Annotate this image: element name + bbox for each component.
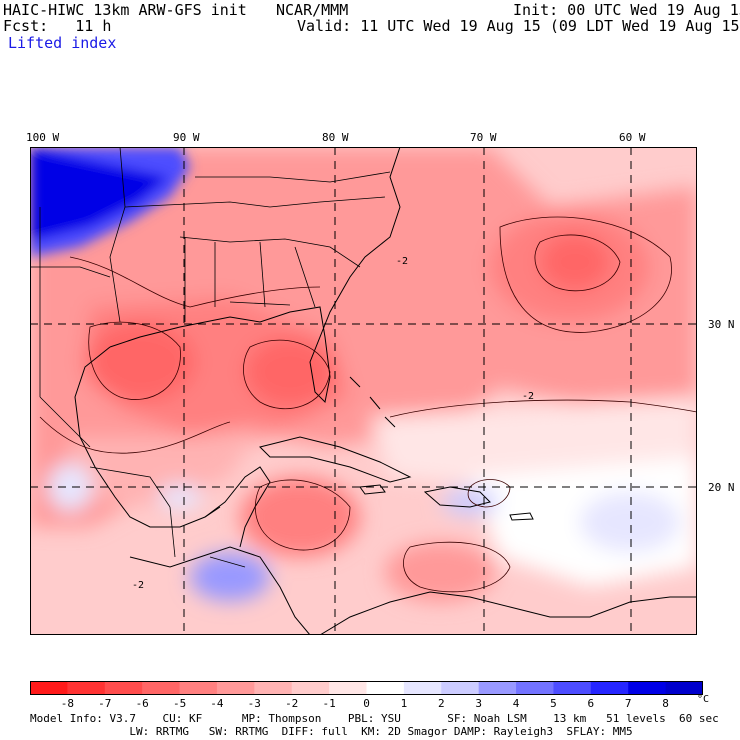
field-name: Lifted index — [8, 34, 117, 52]
colorbar-tick-label: 7 — [624, 697, 632, 710]
colorbar-swatch — [179, 681, 218, 695]
colorbar-tick-label: 1 — [400, 697, 408, 710]
stable-region-nw — [30, 147, 190, 257]
model-info-line2: LW: RRTMG SW: RRTMG DIFF: full KM: 2D Sm… — [30, 725, 633, 738]
colorbar-tick-label: -1 — [322, 697, 336, 710]
model-title: HAIC-HIWC 13km ARW-GFS init — [3, 1, 247, 19]
colorbar-swatch — [254, 681, 293, 695]
model-info-line1: Model Info: V3.7 CU: KF MP: Thompson PBL… — [30, 712, 719, 725]
colorbar-swatch — [590, 681, 629, 695]
colorbar-frame — [30, 681, 703, 695]
lon-label-100w: 100 W — [26, 131, 60, 144]
colorbar-tick-label: 8 — [662, 697, 669, 710]
colorbar-tick-label: -5 — [172, 697, 187, 710]
contours — [39, 216, 697, 593]
colorbar-tick-label: 3 — [475, 697, 482, 710]
colorbar-tick-label: -4 — [210, 697, 224, 710]
colorbar-swatch — [665, 681, 703, 695]
lon-label-90w: 90 W — [173, 131, 200, 144]
colorbar-tick-label: 0 — [363, 697, 370, 710]
coastlines — [74, 147, 697, 635]
colorbar-swatch — [216, 681, 255, 695]
lon-label-70w: 70 W — [470, 131, 497, 144]
colorbar-tick-label: -3 — [247, 697, 261, 710]
valid-time: Valid: 11 UTC Wed 19 Aug 15 (09 LDT Wed … — [297, 17, 740, 35]
colorbar-tick-label: -6 — [135, 697, 149, 710]
contour-label: -2 — [396, 256, 408, 267]
colorbar-swatch — [329, 681, 367, 695]
lat-label-20n: 20 N — [708, 481, 735, 494]
colorbar-swatch — [403, 681, 442, 695]
lon-label-60w: 60 W — [619, 131, 646, 144]
colorbar-tick-label: -2 — [285, 697, 299, 710]
colorbar-units: °C — [697, 694, 710, 705]
colorbar-swatch — [628, 681, 667, 695]
colorbar-tick-label: 5 — [550, 697, 557, 710]
colorbar-swatch — [67, 681, 106, 695]
lifted-index-map: -2 -2 -2 — [30, 147, 697, 635]
map-frame — [30, 147, 697, 635]
colorbar-tick-label: 4 — [512, 697, 520, 710]
lat-lon-grid — [30, 147, 697, 635]
colorbar-tick-label: -8 — [60, 697, 75, 710]
field-shading — [30, 147, 697, 602]
colorbar-tick-label: -7 — [98, 697, 112, 710]
colorbar-swatch — [516, 681, 554, 695]
lat-label-30n: 30 N — [708, 318, 735, 331]
init-time: Init: 00 UTC Wed 19 Aug 15 — [513, 1, 740, 19]
lon-label-80w: 80 W — [322, 131, 349, 144]
colorbar-swatch — [478, 681, 517, 695]
colorbar-swatch — [30, 681, 68, 695]
colorbar-tick-label: 2 — [437, 697, 445, 710]
colorbar-swatch — [441, 681, 480, 695]
colorbar-swatch — [553, 681, 592, 695]
colorbar-swatch — [142, 681, 181, 695]
colorbar-swatch — [104, 681, 143, 695]
colorbar-swatch — [291, 681, 330, 695]
colorbar — [30, 681, 703, 695]
forecast-hour: Fcst: 11 h — [3, 17, 112, 35]
state-borders — [30, 147, 391, 568]
org-label: NCAR/MMM — [276, 1, 349, 19]
contour-label: -2 — [132, 580, 144, 591]
colorbar-swatch — [366, 681, 405, 695]
contour-label: -2 — [522, 391, 534, 402]
colorbar-tick-label: 6 — [587, 697, 595, 710]
